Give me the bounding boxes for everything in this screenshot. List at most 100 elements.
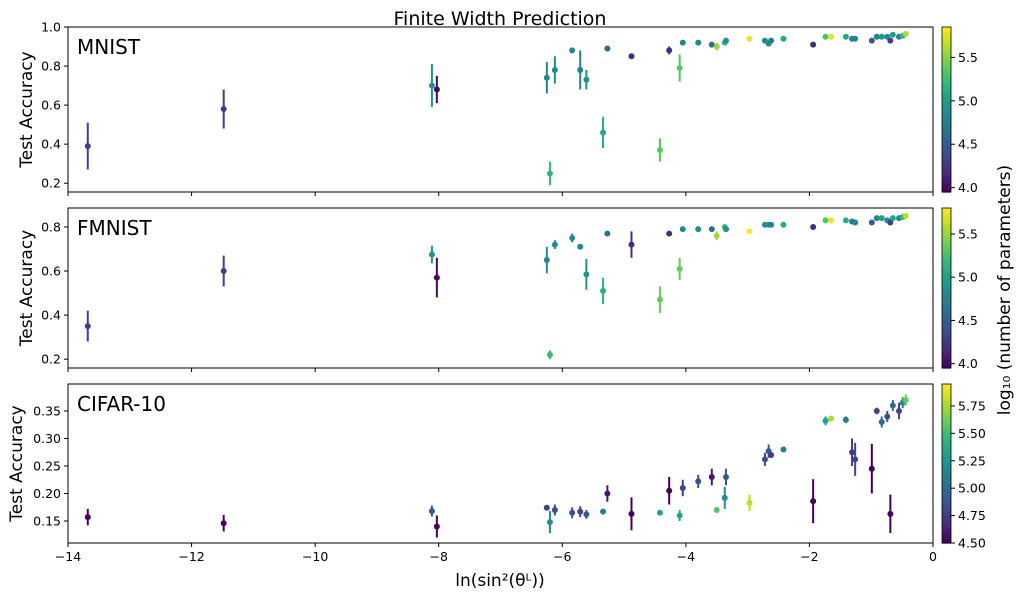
data-point	[543, 257, 550, 264]
data-point	[695, 226, 702, 233]
colorbar-segment	[942, 300, 951, 305]
data-point	[828, 33, 835, 40]
data-point	[604, 230, 611, 237]
data-point	[723, 226, 730, 233]
data-point	[713, 232, 720, 239]
data-point	[428, 251, 435, 258]
y-tick-label: 1.0	[41, 20, 61, 35]
colorbar-tick-label: 5.75	[958, 398, 986, 413]
colorbar-segment	[942, 507, 951, 512]
colorbar-segment	[942, 84, 951, 90]
colorbar-segment	[942, 348, 951, 353]
colorbar-tick-label: 4.0	[958, 180, 978, 195]
colorbar-segment	[942, 142, 951, 148]
colorbar-segment	[942, 220, 951, 225]
colorbar-frame	[941, 383, 952, 544]
data-point	[583, 271, 590, 278]
data-point	[433, 274, 440, 281]
colorbar-segment	[942, 451, 951, 457]
colorbar-segment	[942, 535, 951, 540]
x-tick-label: −6	[553, 549, 571, 564]
colorbar-segment	[942, 280, 951, 285]
data-point	[583, 511, 590, 518]
colorbar-segment	[942, 471, 951, 477]
colorbar-segment	[942, 252, 951, 257]
data-point	[628, 241, 635, 248]
colorbar-segment	[942, 244, 951, 249]
colorbar-segment	[942, 515, 951, 520]
colorbar-segment	[942, 539, 951, 544]
data-point	[551, 241, 558, 248]
data-point	[220, 520, 227, 527]
y-axis-label: Test Accuracy	[17, 51, 37, 169]
colorbar-tick-label: 4.0	[958, 356, 978, 371]
y-tick-label: 0.6	[41, 264, 61, 279]
colorbar-segment	[942, 360, 951, 365]
colorbar-segment	[942, 268, 951, 273]
data-point	[713, 43, 720, 50]
data-point	[433, 86, 440, 93]
colorbar-segment	[942, 55, 951, 61]
data-point	[828, 217, 835, 224]
colorbar-segment	[942, 511, 951, 516]
x-tick-label: −4	[677, 549, 695, 564]
data-point	[546, 170, 553, 177]
y-tick-label: 0.2	[41, 352, 61, 367]
data-point	[723, 37, 730, 44]
colorbar-segment	[942, 336, 951, 341]
colorbar-segment	[942, 288, 951, 293]
x-tick-label: −8	[429, 549, 447, 564]
colorbar-segment	[942, 150, 951, 156]
colorbar-segment	[942, 31, 951, 36]
colorbar-segment	[942, 264, 951, 269]
data-point	[746, 35, 753, 42]
y-tick-label: 0.20	[33, 486, 61, 501]
y-tick-label: 0.6	[41, 98, 61, 113]
colorbar-tick-label: 4.5	[958, 137, 978, 152]
x-tick-label: −10	[302, 549, 328, 564]
colorbar-segment	[942, 296, 951, 301]
y-tick-label: 0.30	[33, 431, 61, 446]
data-point	[84, 143, 91, 150]
data-point	[600, 287, 607, 294]
data-point	[884, 413, 891, 420]
data-point	[896, 407, 903, 414]
data-point	[768, 221, 775, 228]
data-point	[822, 217, 829, 224]
colorbar-segment	[942, 43, 951, 49]
data-point	[583, 76, 590, 83]
data-point	[577, 508, 584, 515]
colorbar-segment	[942, 171, 951, 177]
colorbar-segment	[942, 113, 951, 119]
colorbar-segment	[942, 179, 951, 185]
colorbar-label: log₁₀ (number of parameters)	[995, 165, 1015, 415]
colorbar-segment	[942, 499, 951, 504]
colorbar-segment	[942, 27, 951, 32]
colorbar-segment	[942, 183, 951, 189]
data-point	[721, 494, 728, 501]
data-point	[666, 47, 673, 54]
colorbar-tick-label: 5.00	[958, 481, 986, 496]
x-tick-label: 0	[929, 549, 937, 564]
colorbar-segment	[942, 130, 951, 135]
colorbar-tick-label: 4.5	[958, 313, 978, 328]
data-point	[878, 33, 885, 40]
data-point	[656, 509, 663, 516]
y-tick-label: 0.8	[41, 219, 61, 234]
colorbar-segment	[942, 495, 951, 500]
colorbar-segment	[942, 126, 951, 131]
data-point	[604, 45, 611, 52]
colorbar-segment	[942, 384, 951, 389]
colorbar-segment	[942, 276, 951, 281]
y-tick-label: 0.4	[41, 137, 61, 152]
y-tick-label: 0.8	[41, 59, 61, 74]
colorbar-segment	[942, 236, 951, 241]
colorbar-segment	[942, 356, 951, 361]
colorbar-segment	[942, 467, 951, 473]
data-point	[887, 510, 894, 517]
colorbar-segment	[942, 427, 951, 433]
colorbar-segment	[942, 68, 951, 73]
colorbar-segment	[942, 187, 951, 193]
data-point	[708, 41, 715, 48]
data-point	[842, 416, 849, 423]
